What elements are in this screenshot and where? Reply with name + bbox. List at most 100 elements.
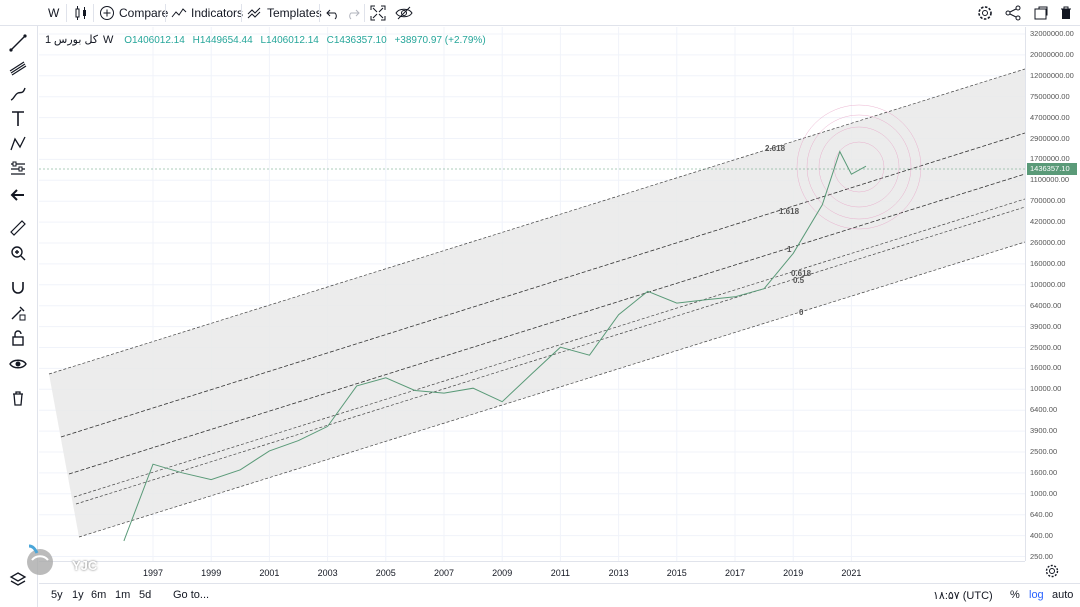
camera-icon bbox=[1032, 4, 1050, 22]
interval-button[interactable]: W bbox=[48, 0, 59, 26]
trash-icon[interactable] bbox=[8, 388, 28, 408]
undo-icon bbox=[324, 4, 342, 22]
price-tick-label: 20000000.00 bbox=[1030, 49, 1074, 59]
snapshot-button[interactable] bbox=[1032, 0, 1050, 26]
divider bbox=[364, 4, 365, 22]
arrow-left-icon[interactable] bbox=[8, 185, 28, 205]
fib-label-2618: 2.618 bbox=[765, 144, 786, 153]
time-tick-label: 2021 bbox=[841, 568, 862, 578]
yjc-watermark: YJC bbox=[22, 540, 112, 580]
price-tick-label: 160000.00 bbox=[1030, 258, 1066, 268]
lock-drawing-icon[interactable] bbox=[8, 303, 28, 323]
indicators-label: Indicators bbox=[191, 6, 244, 20]
price-tick-label: 7500000.00 bbox=[1030, 91, 1070, 101]
trash-icon bbox=[1057, 4, 1075, 22]
redo-button[interactable] bbox=[344, 0, 362, 26]
timeframe-label: 1W bbox=[45, 34, 114, 46]
range-6m[interactable]: 6m bbox=[91, 589, 107, 601]
templates-icon bbox=[246, 4, 264, 22]
price-tick-label: 100000.00 bbox=[1030, 279, 1066, 289]
brush-icon[interactable] bbox=[8, 84, 28, 104]
last-price-badge: 1436357.10 bbox=[1027, 163, 1077, 175]
price-tick-label: 32000000.00 bbox=[1030, 29, 1074, 38]
fib-line-0618 bbox=[73, 198, 1025, 498]
fib-label-1618: 1.618 bbox=[779, 207, 800, 216]
price-tick-label: 12000000.00 bbox=[1030, 70, 1074, 80]
price-tick-label: 3900.00 bbox=[1030, 426, 1058, 436]
share-button[interactable] bbox=[1004, 0, 1022, 26]
fib-line-05 bbox=[75, 206, 1025, 505]
time-axis[interactable]: 1997 1999 2001 2003 2005 2007 2009 2011 2013 2015… bbox=[39, 561, 1025, 583]
price-tick-label: 2500.00 bbox=[1030, 447, 1058, 456]
price-axis[interactable]: 32000000.00 20000000.00 12000000.00 7500000… bbox=[1025, 27, 1080, 561]
price-tick-label: 25000.00 bbox=[1030, 342, 1062, 352]
price-tick-label: 700000.00 bbox=[1030, 196, 1066, 206]
undo-button[interactable] bbox=[324, 0, 342, 26]
log-toggle[interactable]: log bbox=[1029, 589, 1044, 601]
price-tick-label: 250.00 bbox=[1030, 551, 1053, 561]
price-tick-label: 6400.00 bbox=[1030, 405, 1058, 415]
price-tick-label: 16000.00 bbox=[1030, 363, 1062, 373]
price-tick-label: 1600.00 bbox=[1030, 467, 1058, 477]
time-tick-label: 1997 bbox=[142, 568, 164, 578]
price-tick-label: 640.00 bbox=[1030, 509, 1053, 519]
watermark-text: YJC bbox=[72, 558, 98, 573]
templates-button[interactable]: Templates bbox=[246, 0, 322, 26]
lock-icon[interactable] bbox=[8, 328, 28, 348]
compare-button[interactable]: Compare bbox=[98, 0, 168, 26]
trendline-icon[interactable] bbox=[8, 33, 28, 53]
pattern-icon[interactable] bbox=[8, 134, 28, 154]
share-icon bbox=[1004, 4, 1022, 22]
divider bbox=[66, 4, 67, 22]
zoom-icon[interactable] bbox=[8, 243, 28, 263]
time-tick-label: 2013 bbox=[608, 568, 629, 578]
chart-type-button[interactable] bbox=[72, 0, 90, 26]
axis-settings-icon[interactable] bbox=[1044, 563, 1060, 579]
eye-icon[interactable] bbox=[8, 354, 28, 374]
chart-svg bbox=[39, 27, 1025, 561]
range-1m[interactable]: 1m bbox=[115, 589, 131, 601]
chart-legend: کل بورس 1W O1406012.14 H1449654.44 L1406… bbox=[45, 33, 491, 46]
price-tick-label: 400.00 bbox=[1030, 530, 1053, 540]
delete-button[interactable] bbox=[1057, 0, 1075, 26]
chart-canvas[interactable]: 2.618 1.618 1 0.618 0.5 0 bbox=[39, 27, 1025, 561]
settings-button[interactable] bbox=[976, 0, 994, 26]
time-tick-label: 1999 bbox=[201, 568, 222, 578]
fullscreen-button[interactable] bbox=[369, 0, 387, 26]
hide-drawings-button[interactable] bbox=[395, 0, 413, 26]
fib-label-05: 0.5 bbox=[793, 276, 805, 285]
plus-circle-icon bbox=[98, 4, 116, 22]
price-tick-label: 1000.00 bbox=[1030, 488, 1058, 498]
range-1y[interactable]: 1y bbox=[72, 589, 84, 601]
indicators-button[interactable]: Indicators bbox=[170, 0, 243, 26]
fib-label-0: 0 bbox=[799, 308, 804, 317]
change-value: +38970.97 (+2.79%) bbox=[394, 35, 486, 46]
time-tick-label: 2007 bbox=[433, 568, 455, 578]
ruler-icon[interactable] bbox=[8, 218, 28, 238]
price-tick-label: 64000.00 bbox=[1030, 300, 1062, 310]
divider bbox=[241, 4, 242, 22]
time-tick-label: 2001 bbox=[259, 568, 280, 578]
percent-toggle[interactable]: % bbox=[1010, 589, 1020, 601]
gear-icon bbox=[976, 4, 994, 22]
fib-line-2618 bbox=[48, 68, 1025, 375]
price-series-line bbox=[123, 150, 867, 542]
channel-icon[interactable] bbox=[8, 58, 28, 78]
magnet-icon[interactable] bbox=[8, 278, 28, 298]
time-tick-label: 2005 bbox=[375, 568, 396, 578]
fib-line-1618 bbox=[60, 132, 1025, 438]
auto-toggle[interactable]: auto bbox=[1052, 589, 1074, 601]
time-tick-label: 2015 bbox=[666, 568, 687, 578]
goto-button[interactable]: Go to... bbox=[173, 589, 210, 601]
prediction-icon[interactable] bbox=[8, 159, 28, 179]
eye-off-icon bbox=[395, 4, 413, 22]
range-5d[interactable]: 5d bbox=[139, 589, 152, 601]
price-tick-label: 4700000.00 bbox=[1030, 112, 1070, 122]
layers-icon[interactable] bbox=[8, 570, 28, 590]
symbol-name[interactable]: کل بورس bbox=[53, 34, 99, 46]
range-5y[interactable]: 5y bbox=[51, 589, 63, 601]
price-tick-label: 1100000.00 bbox=[1030, 175, 1070, 185]
fib-label-1: 1 bbox=[787, 245, 792, 254]
text-tool-icon[interactable] bbox=[8, 109, 28, 129]
clock-label[interactable]: ۱۸:۵۷ (UTC) bbox=[933, 590, 993, 602]
